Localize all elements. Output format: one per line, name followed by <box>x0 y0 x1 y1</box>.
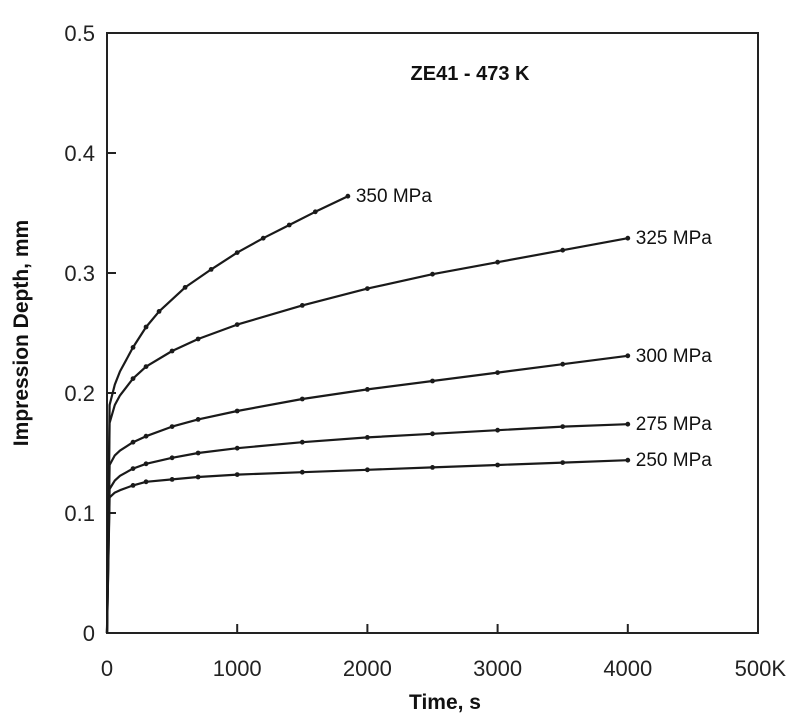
y-tick-label: 0.3 <box>64 261 95 286</box>
data-point <box>143 479 149 485</box>
data-point <box>365 286 370 291</box>
x-tick-label: 2000 <box>343 656 392 681</box>
data-point <box>195 474 201 480</box>
data-point <box>430 465 435 470</box>
data-point <box>286 222 292 228</box>
x-tick-label: 500K <box>735 656 787 681</box>
data-point <box>625 235 631 241</box>
y-tick-label: 0.2 <box>64 381 95 406</box>
data-point <box>299 469 305 475</box>
data-point <box>234 322 240 327</box>
series-line-250-mpa <box>105 459 628 634</box>
data-point <box>299 396 305 402</box>
data-point <box>195 417 201 422</box>
data-point <box>130 466 136 471</box>
data-point <box>169 424 175 429</box>
data-point <box>430 431 435 437</box>
data-point <box>312 209 318 215</box>
data-point <box>234 250 240 256</box>
x-tick-label: 4000 <box>603 656 652 681</box>
data-point <box>156 309 162 314</box>
data-point <box>299 439 305 445</box>
data-point <box>495 427 500 433</box>
data-point <box>130 439 136 445</box>
data-point <box>495 259 500 265</box>
data-point <box>234 445 240 451</box>
data-point <box>560 424 566 429</box>
x-axis-title: Time, s <box>409 691 481 714</box>
series-label-350-mpa: 350 MPa <box>356 186 432 207</box>
data-point <box>345 193 351 199</box>
data-point <box>182 285 188 290</box>
plot-frame <box>106 32 759 634</box>
data-point <box>169 348 175 354</box>
data-point <box>625 353 631 359</box>
data-point <box>495 462 500 468</box>
series-line-300-mpa <box>105 354 628 634</box>
data-point <box>560 247 566 253</box>
series-line-350-mpa <box>105 195 349 634</box>
data-point <box>143 324 149 330</box>
data-point <box>430 378 435 384</box>
series-line-275-mpa <box>105 423 628 634</box>
data-point <box>365 435 370 440</box>
series-label-275-mpa: 275 MPa <box>636 414 712 435</box>
data-point <box>169 477 175 482</box>
x-tick-label: 1000 <box>213 656 262 681</box>
data-point <box>625 421 631 427</box>
data-point <box>208 267 214 272</box>
data-point <box>195 450 201 456</box>
data-point <box>169 455 175 461</box>
data-point <box>143 433 149 439</box>
data-point <box>260 235 266 241</box>
data-point <box>560 361 566 367</box>
data-point <box>365 467 370 473</box>
data-point <box>195 336 201 342</box>
data-point <box>130 376 136 381</box>
x-tick-label: 3000 <box>473 656 522 681</box>
data-point <box>130 345 136 350</box>
x-tick-label: 0 <box>101 656 113 681</box>
data-point <box>143 461 149 467</box>
data-point <box>560 460 566 465</box>
y-axis-ticks: 0 0.1 0.2 0.3 0.4 0.5 <box>64 21 116 646</box>
series-label-250-mpa: 250 MPa <box>636 450 712 471</box>
data-point <box>299 303 305 308</box>
data-point <box>234 472 240 477</box>
series-labels: 350 MPa 325 MPa 300 MPa 275 MPa 250 MPa <box>356 186 712 471</box>
chart-title: ZE41 - 473 K <box>411 63 531 85</box>
data-point <box>365 387 370 392</box>
data-point <box>430 271 435 277</box>
series-label-300-mpa: 300 MPa <box>636 346 712 367</box>
data-point <box>234 408 240 414</box>
data-point <box>130 483 136 488</box>
series-layer <box>105 193 631 634</box>
data-point <box>143 364 149 369</box>
series-label-325-mpa: 325 MPa <box>636 228 712 249</box>
y-tick-label: 0 <box>83 621 95 646</box>
data-point <box>625 457 631 463</box>
y-tick-label: 0.5 <box>64 21 95 46</box>
y-tick-label: 0.1 <box>64 501 95 526</box>
y-tick-label: 0.4 <box>64 141 95 166</box>
data-point <box>495 370 500 375</box>
y-axis-title: Impression Depth, mm <box>10 220 33 446</box>
